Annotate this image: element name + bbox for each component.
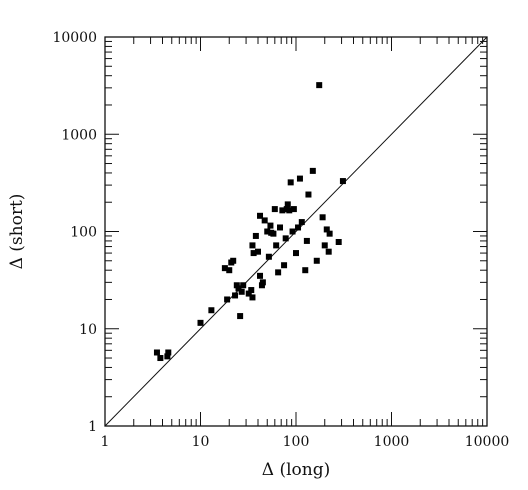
data-point xyxy=(295,224,302,231)
data-point xyxy=(265,253,272,260)
data-point xyxy=(240,282,247,289)
data-point xyxy=(250,250,257,257)
x-tick-label: 1000 xyxy=(374,434,410,450)
y-tick-label: 1 xyxy=(88,419,97,435)
data-point xyxy=(302,267,309,274)
data-point xyxy=(319,214,326,221)
data-point xyxy=(238,288,245,295)
data-point xyxy=(224,296,231,303)
data-point xyxy=(326,230,333,237)
data-point xyxy=(153,349,160,356)
x-tick-label: 1 xyxy=(101,434,110,450)
data-point xyxy=(237,313,244,320)
data-point xyxy=(267,222,274,229)
data-point xyxy=(287,179,294,186)
x-axis-label: Δ (long) xyxy=(262,460,330,480)
data-point xyxy=(279,207,286,214)
y-tick-label: 100 xyxy=(70,225,97,241)
data-point xyxy=(282,235,289,242)
data-point xyxy=(271,206,278,213)
data-point xyxy=(281,262,288,269)
data-point xyxy=(261,217,268,224)
data-point xyxy=(245,290,252,297)
data-point xyxy=(254,248,261,255)
data-point xyxy=(316,82,323,89)
y-tick-label: 1000 xyxy=(61,127,97,143)
data-point xyxy=(275,269,282,276)
y-axis-label: Δ (short) xyxy=(7,194,27,270)
x-tick-label: 100 xyxy=(283,434,310,450)
data-point xyxy=(313,257,320,264)
data-point xyxy=(164,353,171,360)
data-point xyxy=(226,267,233,274)
data-point xyxy=(323,226,330,233)
tick-labels: 1 10 100 1000 10000 1 10 100 1000 10000 xyxy=(52,30,509,450)
x-tick-label: 10000 xyxy=(465,434,510,450)
data-point xyxy=(309,167,316,174)
data-point xyxy=(305,191,312,198)
data-point xyxy=(339,178,346,185)
data-point xyxy=(284,201,291,208)
data-point xyxy=(249,242,256,249)
y-tick-label: 10 xyxy=(79,322,97,338)
y-tick-label: 10000 xyxy=(52,30,97,46)
data-point xyxy=(248,287,255,294)
data-point xyxy=(157,355,164,362)
data-point xyxy=(270,230,277,237)
data-point xyxy=(296,175,303,182)
data-point xyxy=(298,219,305,226)
data-point xyxy=(264,228,271,235)
plot-frame xyxy=(104,36,488,427)
data-point xyxy=(165,349,172,356)
data-point xyxy=(230,257,237,264)
data-point xyxy=(257,272,264,279)
data-point xyxy=(221,265,228,272)
x-tick-label: 10 xyxy=(192,434,210,450)
data-point xyxy=(303,237,310,244)
data-point xyxy=(232,292,239,299)
data-point xyxy=(252,232,259,239)
data-point xyxy=(249,294,256,301)
data-point xyxy=(208,307,215,314)
data-point xyxy=(293,250,299,257)
data-point xyxy=(233,282,240,289)
data-point xyxy=(197,319,204,326)
data-point xyxy=(290,206,297,213)
data-point xyxy=(325,248,332,255)
data-point xyxy=(286,207,293,214)
data-points xyxy=(153,82,346,362)
data-point xyxy=(335,238,342,245)
identity-reference-line xyxy=(104,36,488,427)
data-point xyxy=(257,212,264,219)
data-point xyxy=(277,224,284,231)
data-point xyxy=(273,242,280,249)
data-point xyxy=(321,242,328,249)
data-point xyxy=(289,228,296,235)
data-point xyxy=(235,285,242,292)
data-point xyxy=(259,279,266,286)
